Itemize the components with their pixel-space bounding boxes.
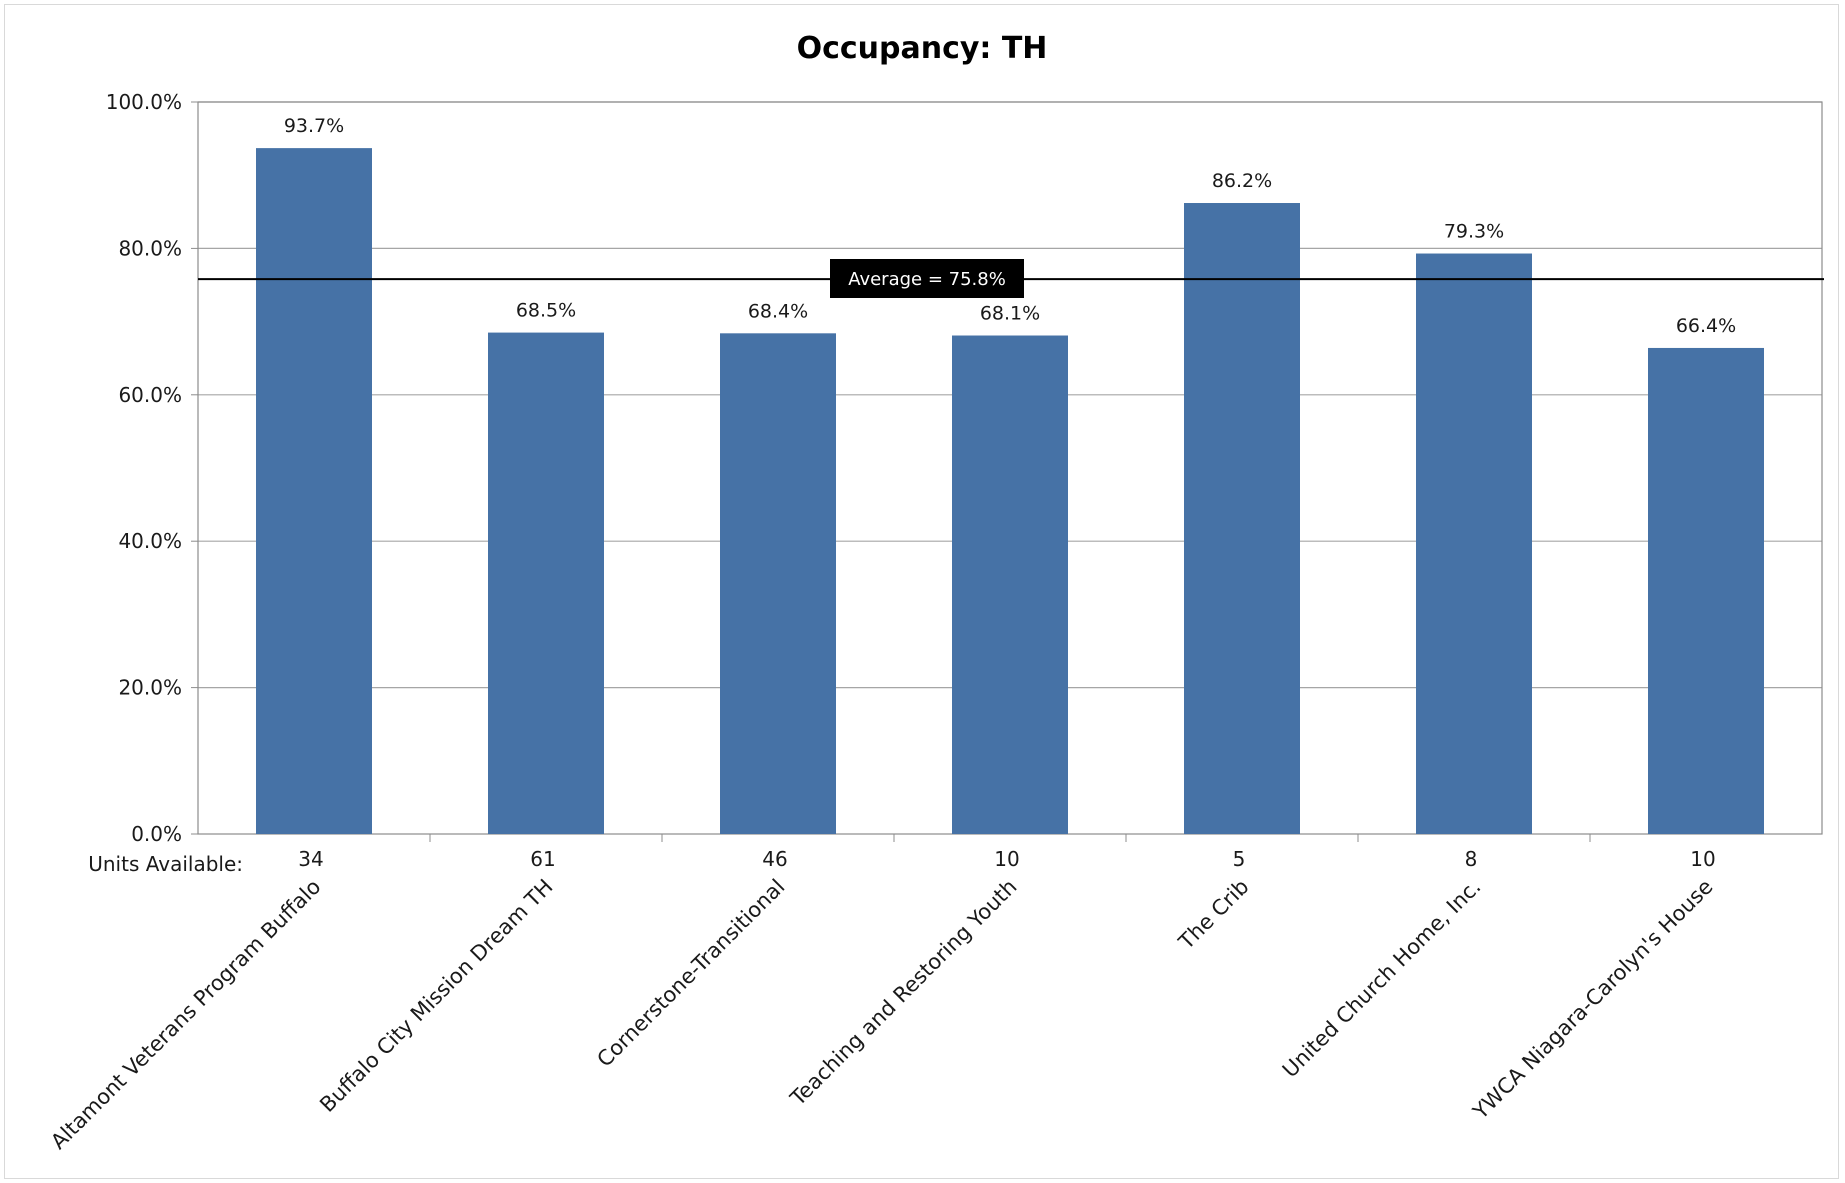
category-label: United Church Home, Inc. (1278, 875, 1486, 1083)
units-available-label: Units Available: (88, 852, 243, 876)
category-label: Altamont Veterans Program Buffalo (46, 875, 325, 1154)
units-available-value: 5 (1233, 847, 1246, 871)
bar (720, 333, 836, 834)
bar-value-label: 66.4% (1676, 315, 1736, 337)
units-available-value: 8 (1465, 847, 1478, 871)
y-tick-label: 80.0% (118, 236, 182, 260)
y-axis: 0.0% 20.0% 40.0% 60.0% 80.0% 100.0% (106, 90, 1823, 846)
y-tick-label: 60.0% (118, 383, 182, 407)
category-label: Teaching and Restoring Youth (785, 875, 1021, 1111)
average-label: Average = 75.8% (848, 269, 1006, 290)
bar (1416, 253, 1532, 835)
bar-value-label: 86.2% (1212, 170, 1272, 192)
units-available-value: 61 (530, 847, 555, 871)
bar (488, 332, 604, 834)
average-marker: Average = 75.8% (198, 259, 1824, 298)
bars: 93.7% 68.5% 68.4% 68.1% 86.2% 79.3% 66.4% (256, 115, 1764, 835)
units-available-value: 10 (1690, 847, 1715, 871)
bar (1648, 347, 1764, 834)
bar-value-label: 68.5% (516, 300, 576, 322)
units-available-value: 34 (298, 847, 323, 871)
category-label: Buffalo City Mission Dream TH (315, 875, 557, 1117)
bar-value-label: 68.1% (980, 303, 1040, 325)
chart-title: Occupancy: TH (797, 31, 1048, 66)
y-tick-label: 20.0% (118, 676, 182, 700)
bar-value-label: 93.7% (284, 115, 344, 137)
y-tick-label: 40.0% (118, 529, 182, 553)
bar (1184, 203, 1300, 835)
average-label-box (830, 259, 1024, 298)
bar-value-label: 79.3% (1444, 221, 1504, 243)
units-available-value: 10 (994, 847, 1019, 871)
category-label: YWCA Niagara-Carolyn's House (1468, 875, 1718, 1125)
bar (256, 148, 372, 835)
bar (952, 335, 1068, 834)
bar-value-label: 68.4% (748, 300, 808, 322)
category-label: The Crib (1173, 875, 1253, 955)
x-axis: Units Available: 34 61 46 10 5 8 10 Altamont Vet… (46, 834, 1718, 1154)
y-tick-label: 0.0% (131, 822, 182, 846)
category-label: Cornerstone-Transitional (592, 875, 789, 1072)
y-tick-label: 100.0% (106, 90, 182, 114)
units-available-value: 46 (762, 847, 787, 871)
